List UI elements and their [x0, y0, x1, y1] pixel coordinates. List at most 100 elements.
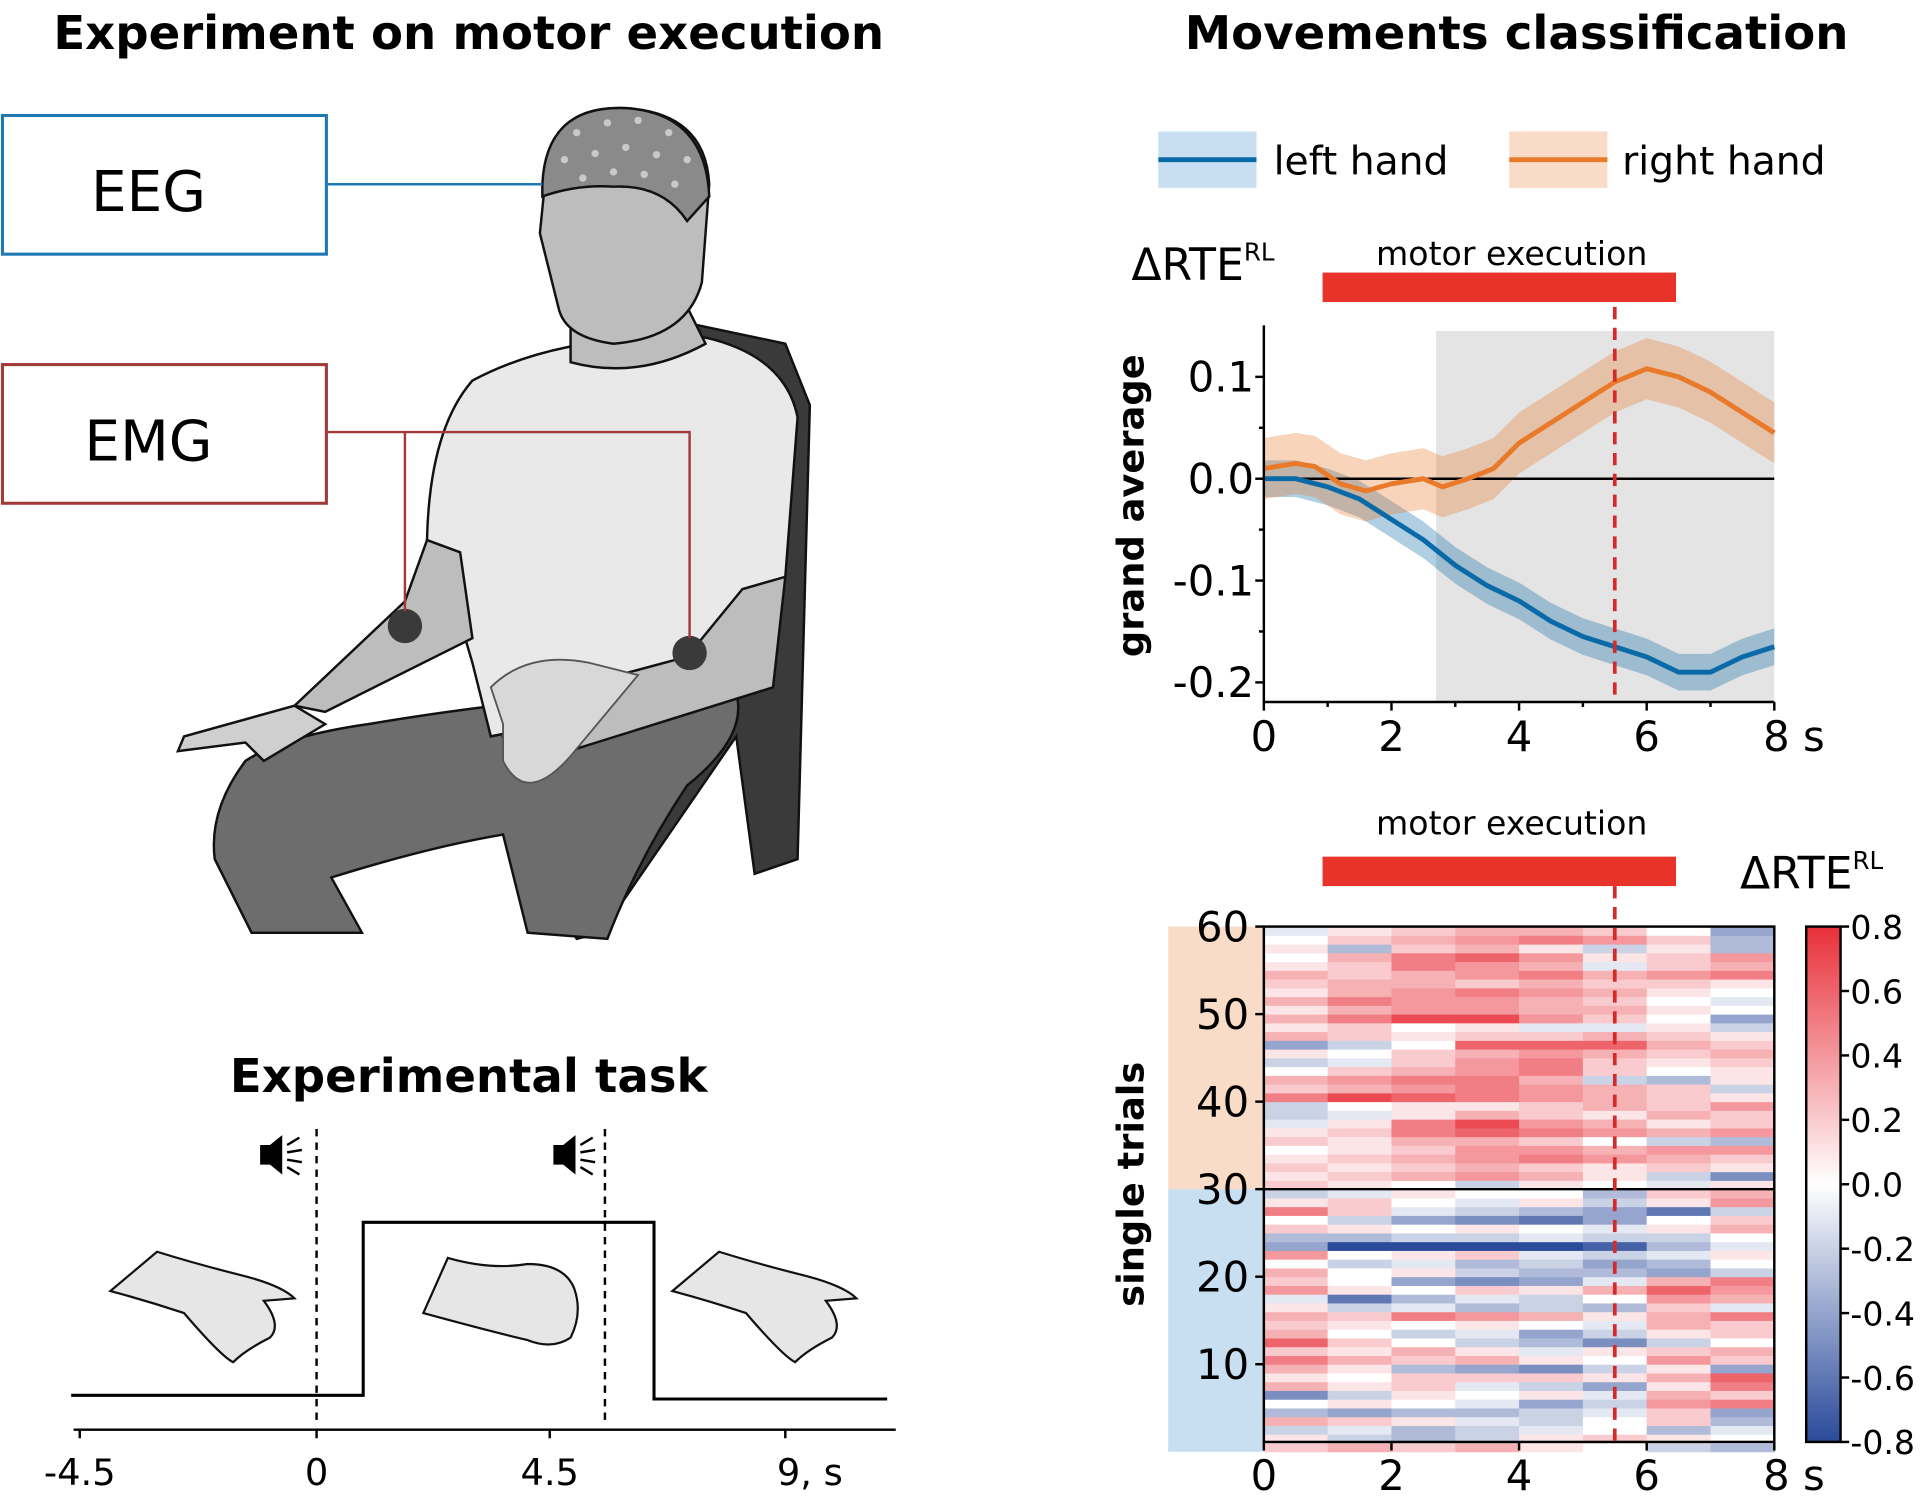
heatmap-cell: [1327, 1084, 1393, 1094]
heatmap-cell: [1710, 944, 1776, 954]
heatmap-cell: [1710, 1390, 1776, 1400]
heatmap-cell: [1646, 1355, 1712, 1365]
heatmap-cell: [1263, 1320, 1329, 1330]
heatmap-cell: [1710, 1189, 1776, 1199]
heatmap-cell: [1519, 1127, 1584, 1138]
heatmap-cell: [1710, 1259, 1776, 1269]
heatmap-cell: [1455, 1022, 1520, 1033]
series-line-left-hand: [1263, 476, 1776, 675]
heatmap-cell: [1455, 926, 1520, 936]
heatmap-cell: [1327, 1232, 1393, 1243]
heatmap-cell: [1646, 987, 1712, 998]
heatmap-cell: [1391, 1145, 1457, 1155]
speaker-sound-icon: [260, 1135, 303, 1176]
heatmap-cell: [1263, 1031, 1329, 1041]
heatmap-cell: [1263, 1302, 1329, 1313]
heatmap-cell: [1391, 1101, 1457, 1111]
heatmap-cell: [1710, 1267, 1776, 1278]
heatmap-cell: [1519, 1232, 1584, 1243]
heatmap-cell: [1646, 1040, 1712, 1050]
heatmap-cell: [1519, 1372, 1584, 1383]
heatmap-cell: [1582, 1171, 1648, 1181]
heatmap-cell: [1646, 1119, 1712, 1129]
heatmap-cell: [1327, 1066, 1393, 1076]
heatmap-cell: [1327, 1145, 1393, 1155]
line-chart: 0.1 0.0 -0.1 -0.2 0 2 4 6 8 s: [1173, 272, 1825, 761]
heatmap-cell: [1710, 935, 1776, 945]
heatmap-cell: [1327, 1040, 1393, 1050]
heatmap-cell: [1646, 1145, 1712, 1155]
heatmap-cell: [1519, 1075, 1584, 1085]
heatmap-cell: [1327, 1206, 1393, 1216]
colorbar: [1804, 925, 1842, 1444]
heatmap-cell: [1327, 1285, 1393, 1295]
heatmap-cell: [1646, 1189, 1712, 1199]
heatmap-cell: [1646, 970, 1712, 980]
heatmap-cell: [1710, 1014, 1776, 1024]
heatmap-cell: [1710, 1434, 1776, 1444]
heatmap-cell: [1519, 1224, 1584, 1234]
heatmap-cell: [1519, 1197, 1584, 1208]
heatmap-cell: [1327, 1320, 1393, 1330]
heatmap-cell: [1263, 1425, 1329, 1435]
heatmap-cell: [1455, 1154, 1520, 1164]
eeg-label: EEG: [91, 160, 206, 225]
heatmap-cell: [1710, 926, 1776, 936]
heatmap-cell: [1646, 1329, 1712, 1339]
task-title: Experimental task: [230, 1049, 709, 1103]
heatmap-cell: [1519, 1267, 1584, 1278]
heatmap-cell: [1455, 1171, 1520, 1181]
heatmap-cell: [1327, 1127, 1393, 1138]
heatmap-cell: [1710, 1302, 1776, 1313]
heatmap-cell: [1582, 1066, 1648, 1076]
delta-rte-label: ΔRTERL: [1131, 237, 1275, 291]
x-tick-label: 4: [1506, 712, 1533, 761]
heatmap-cell: [1455, 1399, 1520, 1409]
colorbar-tick-label: 0.0: [1850, 1166, 1903, 1205]
heatmap-cell: [1519, 1407, 1584, 1418]
heatmap-cell: [1519, 1337, 1584, 1348]
heatmap-cell: [1263, 926, 1329, 936]
heatmap-cell: [1455, 1136, 1520, 1146]
heatmap-cell: [1519, 1381, 1584, 1391]
heatmap-cell: [1710, 1110, 1776, 1120]
heatmap-cell: [1263, 1136, 1329, 1146]
heatmap-cell: [1327, 1407, 1393, 1418]
heatmap-cell: [1710, 1136, 1776, 1146]
heatmap-cell: [1455, 1285, 1520, 1295]
heatmap-cell: [1455, 1320, 1520, 1330]
heatmap-cell: [1455, 1145, 1520, 1155]
heatmap-cell: [1710, 1180, 1776, 1190]
heatmap-cell: [1582, 1381, 1648, 1391]
heatmap-cell: [1646, 1197, 1712, 1208]
heatmap-cell: [1391, 979, 1457, 989]
heatmap-cell: [1455, 1337, 1520, 1348]
heatmap-cell: [1646, 1250, 1712, 1260]
heatmap-cell: [1327, 1180, 1393, 1190]
heatmap-cell: [1646, 1241, 1712, 1251]
heatmap-cell: [1263, 1381, 1329, 1391]
heatmap-cell: [1519, 1005, 1584, 1015]
y-tick-label: 10: [1196, 1340, 1249, 1389]
heatmap-cell: [1455, 1127, 1520, 1138]
motor-execution-label: motor execution: [1376, 804, 1647, 843]
heatmap-cell: [1519, 1346, 1584, 1356]
heatmap-cell: [1455, 1110, 1520, 1120]
heatmap-cell: [1391, 1224, 1457, 1234]
heatmap-cell: [1263, 1154, 1329, 1164]
heatmap-cell: [1710, 1040, 1776, 1050]
heatmap-cell: [1327, 1276, 1393, 1286]
heatmap-cell: [1519, 970, 1584, 980]
heatmap-cell: [1646, 1014, 1712, 1024]
heatmap-cell: [1263, 979, 1329, 989]
motor-execution-bar: [1322, 272, 1677, 303]
heatmap-cell: [1519, 1364, 1584, 1374]
task-tick: -4.5: [44, 1451, 116, 1494]
heatmap-cell: [1391, 1355, 1457, 1365]
heatmap-cell: [1455, 952, 1520, 963]
heatmap-cell: [1646, 1206, 1712, 1216]
heatmap-cell: [1391, 1162, 1457, 1173]
heatmap-cell: [1455, 1425, 1520, 1435]
fist-icon: [421, 1256, 579, 1346]
